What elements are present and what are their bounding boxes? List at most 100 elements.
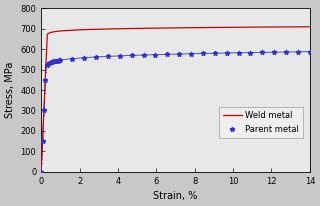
Point	[49, 61, 54, 64]
Point	[49, 60, 54, 64]
Parent metal	[50, 61, 54, 63]
Parent metal	[177, 53, 181, 55]
Parent metal	[41, 140, 44, 142]
Parent metal	[45, 64, 49, 66]
Parent metal	[225, 52, 228, 54]
Point	[48, 61, 53, 64]
Point	[41, 109, 46, 112]
Parent metal	[213, 52, 217, 54]
Parent metal	[70, 57, 74, 60]
Point	[44, 64, 49, 67]
Point	[48, 61, 53, 64]
Parent metal	[296, 51, 300, 53]
Point	[40, 139, 45, 143]
Parent metal	[154, 53, 157, 56]
Point	[43, 70, 48, 74]
Point	[50, 60, 55, 63]
Weld metal	[101, 28, 105, 30]
Weld metal	[214, 26, 218, 29]
Point	[41, 113, 46, 117]
Point	[43, 68, 48, 71]
Point	[40, 144, 45, 147]
Point	[46, 62, 51, 65]
Point	[48, 61, 53, 64]
Parent metal	[106, 55, 110, 58]
Point	[42, 105, 47, 108]
Point	[43, 78, 48, 82]
Weld metal	[39, 171, 43, 173]
Parent metal	[46, 62, 50, 65]
Parent metal	[49, 61, 53, 63]
X-axis label: Strain, %: Strain, %	[153, 191, 198, 201]
Point	[45, 62, 50, 66]
Point	[44, 65, 49, 68]
Parent metal	[52, 60, 55, 63]
Point	[46, 62, 51, 65]
Point	[46, 61, 51, 65]
Point	[39, 161, 44, 165]
Parent metal	[94, 56, 98, 58]
Point	[43, 74, 48, 77]
Point	[39, 166, 44, 169]
Point	[47, 61, 52, 64]
Point	[47, 61, 52, 64]
Point	[41, 126, 46, 130]
Point	[46, 62, 51, 65]
Point	[50, 60, 55, 63]
Parent metal	[39, 171, 43, 173]
Point	[50, 60, 55, 63]
Parent metal	[284, 51, 288, 53]
Parent metal	[53, 60, 57, 62]
Weld metal	[40, 158, 44, 160]
Parent metal	[59, 59, 62, 61]
Point	[49, 60, 54, 64]
Parent metal	[54, 60, 58, 62]
Point	[47, 61, 52, 64]
Point	[42, 96, 47, 99]
Point	[40, 131, 45, 134]
Parent metal	[42, 109, 46, 112]
Line: Weld metal: Weld metal	[41, 27, 310, 172]
Point	[44, 63, 49, 66]
Point	[40, 135, 45, 138]
Parent metal	[82, 56, 86, 59]
Point	[44, 63, 49, 67]
Point	[39, 157, 44, 160]
Parent metal	[201, 52, 205, 55]
Parent metal	[130, 54, 133, 57]
Point	[47, 61, 52, 64]
Parent metal	[272, 51, 276, 53]
Parent metal	[142, 54, 146, 56]
Point	[39, 153, 44, 156]
Point	[41, 122, 46, 125]
Point	[42, 92, 47, 95]
Weld metal	[40, 161, 44, 164]
Parent metal	[260, 51, 264, 54]
Point	[45, 63, 50, 66]
Point	[49, 60, 54, 64]
Line: Parent metal: Parent metal	[39, 49, 312, 174]
Parent metal	[189, 53, 193, 55]
Point	[39, 170, 44, 173]
Point	[46, 61, 52, 65]
Point	[48, 61, 53, 64]
Weld metal	[166, 27, 170, 29]
Point	[43, 83, 48, 86]
Point	[45, 62, 50, 66]
Point	[49, 60, 54, 63]
Weld metal	[158, 27, 162, 29]
Point	[42, 100, 47, 104]
Parent metal	[56, 59, 60, 62]
Parent metal	[118, 55, 122, 57]
Point	[45, 62, 50, 65]
Legend: Weld metal, Parent metal: Weld metal, Parent metal	[219, 107, 303, 138]
Point	[44, 63, 50, 66]
Point	[48, 61, 53, 64]
Y-axis label: Stress, MPa: Stress, MPa	[5, 62, 15, 118]
Weld metal	[308, 26, 312, 28]
Parent metal	[237, 52, 241, 54]
Point	[40, 148, 45, 152]
Parent metal	[308, 50, 312, 53]
Parent metal	[165, 53, 169, 56]
Point	[47, 61, 52, 64]
